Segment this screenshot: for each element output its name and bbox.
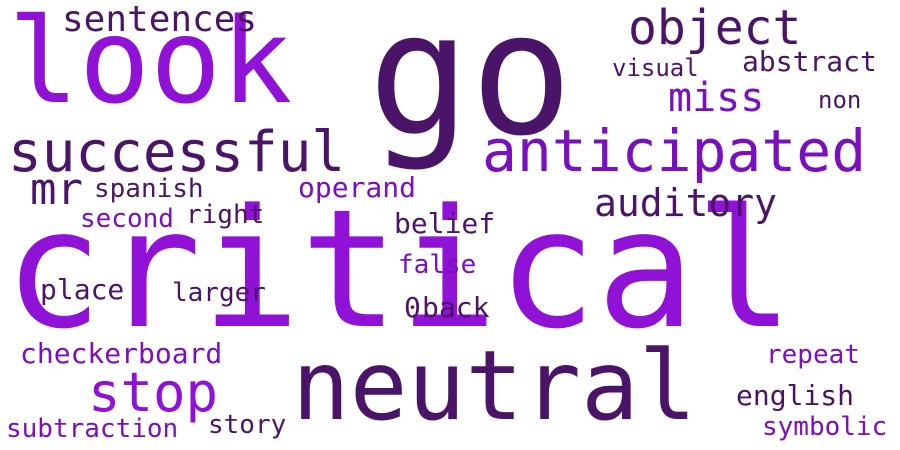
word-critical: critical bbox=[4, 174, 794, 365]
word-false: false bbox=[398, 250, 477, 280]
word-subtraction: subtraction bbox=[6, 414, 179, 444]
word-operand: operand bbox=[298, 171, 417, 204]
word-belief: belief bbox=[394, 207, 496, 240]
word-sentences: sentences bbox=[62, 0, 258, 40]
word-neutral: neutral bbox=[292, 330, 697, 442]
word-spanish: spanish bbox=[94, 174, 204, 204]
word-go: go bbox=[368, 0, 573, 174]
word-object: object bbox=[628, 0, 802, 56]
word-anticipated: anticipated bbox=[482, 117, 867, 185]
word-story: story bbox=[208, 410, 287, 440]
word-abstract: abstract bbox=[742, 45, 877, 78]
word-larger: larger bbox=[172, 278, 266, 308]
word-zero: 0 bbox=[404, 291, 421, 324]
word-checkerboard: checkerboard bbox=[20, 337, 223, 370]
word-right: right bbox=[186, 200, 265, 230]
word-auditory: auditory bbox=[594, 181, 778, 225]
word-visual: visual bbox=[612, 54, 699, 82]
word-repeat: repeat bbox=[766, 340, 860, 370]
word-successful: successful bbox=[8, 120, 346, 185]
word-non: non bbox=[818, 86, 862, 114]
word-stop: stop bbox=[88, 361, 219, 424]
word-symbolic: symbolic bbox=[762, 412, 888, 442]
word-place: place bbox=[40, 273, 125, 306]
word-miss: miss bbox=[668, 75, 765, 121]
word-mr: mr bbox=[30, 164, 83, 215]
word-second: second bbox=[80, 204, 174, 234]
word-english: english bbox=[736, 379, 855, 412]
word-back: back bbox=[422, 291, 490, 324]
word-look: look bbox=[8, 0, 293, 130]
